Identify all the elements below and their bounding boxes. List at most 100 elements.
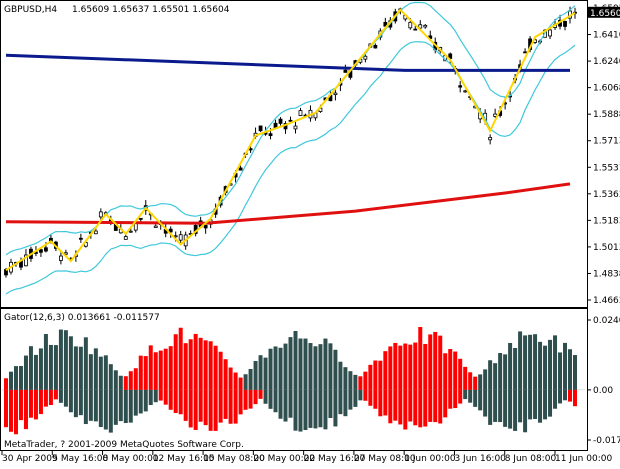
price-tick-label: 1.60680 [593, 84, 620, 94]
candle-body[interactable] [373, 44, 378, 49]
gator-upper-bar [523, 335, 528, 390]
gator-lower-bar [238, 389, 243, 415]
gator-upper-bar [533, 334, 538, 390]
time-tick-label: 30 Apr 2009 [2, 454, 58, 464]
price-plot[interactable] [4, 1, 577, 295]
gator-lower-bar [228, 389, 233, 424]
gator-upper-bar [13, 366, 18, 390]
candle-body[interactable] [24, 254, 28, 267]
gator-upper-bar [53, 345, 58, 390]
current-price-marker [588, 6, 620, 18]
gator-upper-bar [148, 345, 153, 390]
candle-body[interactable] [458, 85, 463, 88]
candle-body[interactable] [123, 236, 128, 240]
lower-envelope-line [5, 41, 576, 295]
candle-body[interactable] [413, 28, 418, 31]
price-tick-label: 1.46630 [593, 296, 620, 306]
price-tick-label: 1.55310 [593, 163, 620, 173]
gator-lower-bar [488, 389, 493, 425]
candle-body[interactable] [178, 234, 183, 241]
gator-lower-bar [348, 389, 353, 410]
gator-upper-bar [313, 346, 318, 390]
candle-body[interactable] [93, 230, 98, 235]
gator-upper-bar [18, 366, 23, 390]
candle-body[interactable] [278, 118, 283, 124]
gator-upper-bar [548, 339, 553, 390]
candle-body[interactable] [408, 21, 413, 29]
gator-lower-bar [173, 389, 178, 414]
gator-upper-bar [123, 376, 128, 390]
gator-upper-bar [278, 347, 283, 390]
gator-upper-bar [283, 343, 288, 390]
candle-body[interactable] [59, 255, 63, 261]
candle-body[interactable] [463, 90, 468, 93]
gator-upper-bar [63, 330, 68, 390]
gator-upper-bar [133, 368, 138, 390]
gator-lower-bar [163, 389, 168, 405]
candle-body[interactable] [418, 24, 423, 29]
gator-upper-bar [288, 337, 293, 390]
candle-body[interactable] [383, 21, 388, 27]
gator-lower-bar [518, 389, 523, 423]
gator-lower-bar [28, 389, 33, 418]
gator-lower-bar [103, 389, 108, 430]
gator-upper-bar [163, 348, 168, 390]
gator-lower-bar [323, 389, 328, 430]
gator-lower-bar [33, 389, 38, 420]
candle-body[interactable] [128, 230, 133, 233]
gator-upper-bar [358, 376, 363, 390]
candle-body[interactable] [168, 228, 173, 233]
gator-lower-bar [388, 389, 393, 424]
gator-lower-bar [328, 389, 333, 419]
gator-lower-bar [58, 389, 63, 403]
gator-upper-bar [368, 364, 373, 390]
candle-body[interactable] [173, 235, 178, 238]
gator-lower-bar [453, 389, 458, 409]
gator-upper-bar [73, 346, 78, 390]
candle-body[interactable] [548, 29, 552, 37]
candle-body[interactable] [39, 249, 43, 253]
gator-lower-bar [383, 389, 388, 416]
candle-body[interactable] [488, 137, 493, 141]
gator-upper-bar [473, 376, 478, 390]
gator-upper-bar [468, 372, 473, 390]
candle-body[interactable] [44, 247, 48, 252]
gator-lower-bar [498, 389, 503, 423]
gator-upper-bar [483, 369, 488, 390]
candle-body[interactable] [203, 224, 208, 229]
gator-plot[interactable] [2, 326, 585, 435]
gator-upper-bar [153, 352, 158, 390]
gator-upper-bar [298, 338, 303, 390]
candle-body[interactable] [363, 55, 368, 60]
gator-lower-bar [133, 389, 138, 416]
price-axis: 1.659201.641001.624001.606801.588801.571… [587, 4, 620, 306]
gator-lower-bar [398, 389, 403, 425]
candle-body[interactable] [298, 110, 303, 116]
candle-body[interactable] [523, 51, 527, 54]
gator-lower-bar [503, 389, 508, 427]
candle-body[interactable] [288, 119, 293, 122]
candle-body[interactable] [423, 24, 428, 28]
candle-body[interactable] [78, 237, 83, 240]
candle-body[interactable] [563, 20, 567, 27]
time-tick-label: 15 May 08:00 [203, 454, 265, 464]
candle-body[interactable] [333, 92, 338, 96]
gator-upper-bar [113, 370, 118, 390]
gator-upper-bar [128, 371, 133, 390]
gator-lower-bar [423, 389, 428, 427]
candle-body[interactable] [343, 69, 348, 73]
gator-upper-bar [383, 351, 388, 390]
gator-lower-bar [23, 389, 28, 430]
candle-body[interactable] [98, 211, 103, 218]
candle-body[interactable] [153, 225, 158, 228]
candle-body[interactable] [293, 125, 298, 130]
candle-body[interactable] [268, 133, 273, 137]
candle-body[interactable] [138, 217, 143, 220]
gator-lower-bar [118, 389, 123, 422]
candle-body[interactable] [258, 125, 263, 132]
gator-upper-bar [333, 349, 338, 390]
gator-upper-bar [423, 343, 428, 390]
gator-lower-bar [473, 389, 478, 407]
candle-body[interactable] [238, 167, 243, 171]
